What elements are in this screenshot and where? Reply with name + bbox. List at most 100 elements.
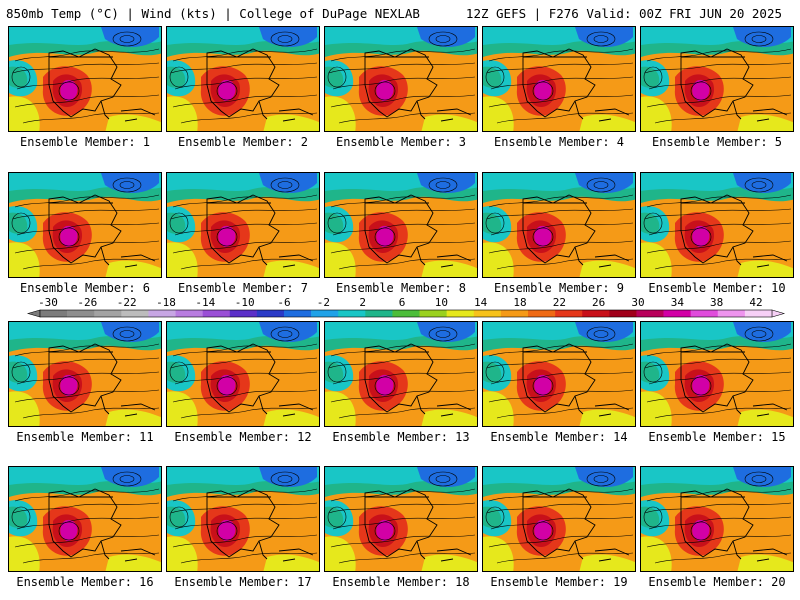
temperature-wind-map xyxy=(482,172,636,278)
chart-title: 850mb Temp (°C) | Wind (kts) | College o… xyxy=(6,6,420,21)
ensemble-member-panel: Ensemble Member: 11 xyxy=(8,321,162,444)
temperature-colorbar: -30 -26 -22 -18 -14 -10 -6 -2 2 6 10 14 18 22 26 30 34 38… xyxy=(26,296,786,318)
ensemble-member-panel: Ensemble Member: 7 xyxy=(166,172,320,295)
temperature-wind-map xyxy=(482,321,636,427)
temperature-wind-map xyxy=(640,466,794,572)
colorbar-swatch xyxy=(67,310,95,317)
ensemble-member-panel: Ensemble Member: 4 xyxy=(482,26,636,149)
colorbar-high-arrow xyxy=(771,309,786,318)
ensemble-member-label: Ensemble Member: 1 xyxy=(19,135,151,149)
ensemble-member-label: Ensemble Member: 16 xyxy=(16,575,154,589)
colorbar-swatch xyxy=(175,310,203,317)
colorbar-swatch xyxy=(311,310,339,317)
colorbar-tick-label: -6 xyxy=(277,296,290,309)
temperature-wind-map xyxy=(640,321,794,427)
ensemble-member-label: Ensemble Member: 3 xyxy=(335,135,467,149)
colorbar-tick-label: -10 xyxy=(235,296,255,309)
ensemble-member-panel: Ensemble Member: 9 xyxy=(482,172,636,295)
ensemble-member-label: Ensemble Member: 2 xyxy=(177,135,309,149)
colorbar-swatch xyxy=(229,310,258,317)
temperature-wind-map xyxy=(166,466,320,572)
ensemble-member-panel: Ensemble Member: 14 xyxy=(482,321,636,444)
ensemble-member-panel: Ensemble Member: 10 xyxy=(640,172,794,295)
colorbar-swatch xyxy=(121,310,149,317)
colorbar-tick-label: -22 xyxy=(117,296,137,309)
temperature-wind-map xyxy=(482,26,636,132)
ensemble-member-panel: Ensemble Member: 13 xyxy=(324,321,478,444)
ensemble-member-panel: Ensemble Member: 1 xyxy=(8,26,162,149)
colorbar-swatch xyxy=(392,310,420,317)
ensemble-member-label: Ensemble Member: 5 xyxy=(651,135,783,149)
colorbar-tick-label: 14 xyxy=(474,296,488,309)
colorbar-tick-label: 26 xyxy=(592,296,605,309)
ensemble-member-label: Ensemble Member: 14 xyxy=(490,430,628,444)
ensemble-member-panel: Ensemble Member: 17 xyxy=(166,466,320,589)
temperature-wind-map xyxy=(166,172,320,278)
ensemble-member-panel: Ensemble Member: 19 xyxy=(482,466,636,589)
temperature-wind-map xyxy=(482,466,636,572)
ensemble-member-label: Ensemble Member: 4 xyxy=(493,135,625,149)
temperature-wind-map xyxy=(640,172,794,278)
colorbar-swatch xyxy=(446,310,475,317)
ensemble-member-label: Ensemble Member: 20 xyxy=(648,575,786,589)
temperature-wind-map xyxy=(324,26,478,132)
colorbar-swatch xyxy=(365,310,393,317)
run-valid-time: 12Z GEFS | F276 Valid: 00Z FRI JUN 20 20… xyxy=(465,6,782,21)
ensemble-member-panel: Ensemble Member: 5 xyxy=(640,26,794,149)
temperature-wind-map xyxy=(8,26,162,132)
colorbar-swatch xyxy=(582,310,610,317)
colorbar-low-arrow xyxy=(26,309,41,318)
ensemble-member-panel: Ensemble Member: 20 xyxy=(640,466,794,589)
colorbar-swatch xyxy=(636,310,664,317)
colorbar-tick-label: 6 xyxy=(399,296,406,309)
ensemble-member-label: Ensemble Member: 10 xyxy=(648,281,786,295)
ensemble-member-label: Ensemble Member: 11 xyxy=(16,430,154,444)
colorbar-tick-label: -26 xyxy=(77,296,97,309)
ensemble-member-label: Ensemble Member: 7 xyxy=(177,281,309,295)
colorbar-swatch xyxy=(609,310,637,317)
ensemble-member-label: Ensemble Member: 18 xyxy=(332,575,470,589)
temperature-wind-map xyxy=(8,172,162,278)
ensemble-member-label: Ensemble Member: 6 xyxy=(19,281,151,295)
temperature-wind-map xyxy=(324,172,478,278)
colorbar-tick-label: 18 xyxy=(513,296,526,309)
colorbar-swatch xyxy=(40,310,68,317)
colorbar-swatch xyxy=(419,310,447,317)
ensemble-member-label: Ensemble Member: 15 xyxy=(648,430,786,444)
colorbar-tick-label: 10 xyxy=(435,296,448,309)
colorbar-tick-label: 42 xyxy=(749,296,762,309)
ensemble-member-panel: Ensemble Member: 8 xyxy=(324,172,478,295)
colorbar-swatch xyxy=(528,310,556,317)
colorbar-swatch xyxy=(94,310,122,317)
ensemble-member-panel: Ensemble Member: 12 xyxy=(166,321,320,444)
temperature-wind-map xyxy=(8,321,162,427)
colorbar-swatch xyxy=(473,310,502,317)
colorbar-swatch xyxy=(663,310,691,317)
temperature-wind-map xyxy=(166,321,320,427)
colorbar-tick-label: -30 xyxy=(38,296,58,309)
ensemble-member-label: Ensemble Member: 17 xyxy=(174,575,312,589)
colorbar-swatch xyxy=(284,310,312,317)
colorbar-tick-label: 22 xyxy=(553,296,566,309)
temperature-wind-map xyxy=(324,466,478,572)
ensemble-member-panel: Ensemble Member: 2 xyxy=(166,26,320,149)
colorbar-swatch xyxy=(744,310,773,317)
colorbar-swatch xyxy=(717,310,746,317)
ensemble-member-panel: Ensemble Member: 18 xyxy=(324,466,478,589)
colorbar-swatch xyxy=(202,310,231,317)
ensemble-member-label: Ensemble Member: 12 xyxy=(174,430,312,444)
temperature-wind-map xyxy=(324,321,478,427)
ensemble-member-label: Ensemble Member: 8 xyxy=(335,281,467,295)
temperature-wind-map xyxy=(166,26,320,132)
colorbar-tick-label: 38 xyxy=(710,296,723,309)
colorbar-swatch xyxy=(338,310,366,317)
colorbar-tick-label: -14 xyxy=(195,296,215,309)
ensemble-member-label: Ensemble Member: 19 xyxy=(490,575,628,589)
colorbar-swatch xyxy=(500,310,529,317)
ensemble-member-panel: Ensemble Member: 3 xyxy=(324,26,478,149)
colorbar-tick-label: 2 xyxy=(359,296,366,309)
ensemble-member-label: Ensemble Member: 13 xyxy=(332,430,470,444)
colorbar-tick-label: 30 xyxy=(631,296,644,309)
colorbar-swatch xyxy=(555,310,583,317)
colorbar-tick-label: -2 xyxy=(317,296,330,309)
